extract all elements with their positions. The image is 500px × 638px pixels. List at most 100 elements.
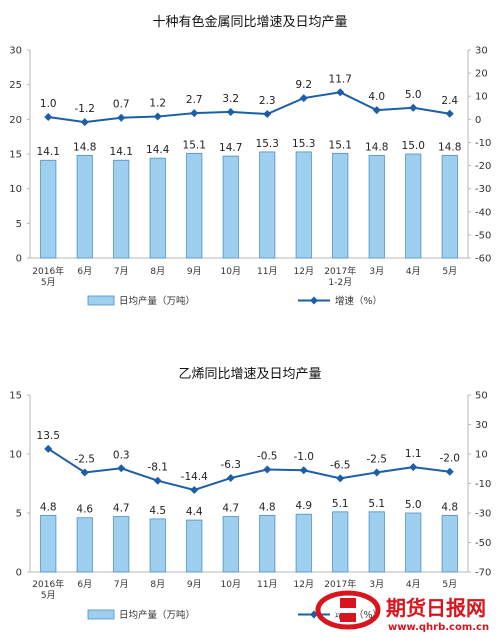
growth-point <box>409 103 418 112</box>
bar-value-label: 4.8 <box>259 501 276 513</box>
x-tick-label: 2017年 <box>324 578 356 590</box>
growth-point <box>409 463 418 472</box>
bar <box>368 511 385 573</box>
x-tick-label: 5月 <box>41 277 56 288</box>
right-tick-label: 20 <box>475 69 488 80</box>
right-tick-label: -60 <box>475 254 491 265</box>
right-tick-label: 10 <box>475 92 488 103</box>
watermark-emblem-icon <box>315 590 381 630</box>
bar-value-label: 14.7 <box>219 142 242 154</box>
legend-bar-label: 日均产量（万吨） <box>119 609 195 621</box>
right-tick-label: -70 <box>475 568 491 579</box>
bar <box>113 159 130 259</box>
growth-point <box>226 107 235 116</box>
growth-value-label: 11.7 <box>329 73 352 85</box>
bar-value-label: 14.8 <box>73 141 96 153</box>
bar <box>332 152 349 259</box>
bar-value-label: 15.0 <box>402 140 425 152</box>
left-tick-label: 10 <box>9 450 22 461</box>
growth-point <box>117 113 126 122</box>
bar-value-label: 14.1 <box>110 146 133 158</box>
legend-bar-swatch <box>87 295 115 306</box>
legend-bar-label: 日均产量（万吨） <box>119 295 195 307</box>
left-tick-label: 5 <box>16 219 22 230</box>
bar-value-label: 5.1 <box>368 498 385 510</box>
chart-title: 乙烯同比增速及日均产量 <box>178 367 321 382</box>
bar <box>186 152 203 259</box>
growth-point <box>336 88 345 97</box>
bar <box>222 155 239 259</box>
left-tick-label: 20 <box>9 115 22 126</box>
growth-value-label: 4.0 <box>368 91 385 103</box>
growth-value-label: 5.0 <box>405 89 422 101</box>
bar-value-label: 4.4 <box>186 506 203 518</box>
x-tick-label: 8月 <box>150 579 165 590</box>
growth-value-label: -2.5 <box>75 453 96 465</box>
bar-value-label: 4.6 <box>76 504 93 516</box>
left-tick-label: 0 <box>16 568 22 579</box>
growth-point <box>190 485 199 494</box>
growth-point <box>153 476 162 485</box>
left-tick-label: 15 <box>9 150 22 161</box>
growth-point <box>445 467 454 476</box>
growth-value-label: 2.3 <box>259 95 276 107</box>
x-tick-label: 7月 <box>114 266 129 277</box>
x-tick-label: 11月 <box>257 579 277 590</box>
x-tick-label: 5月 <box>442 579 457 590</box>
growth-value-label: 1.1 <box>405 448 422 460</box>
watermark-brand: 期货日报网 <box>386 596 486 620</box>
right-tick-label: 30 <box>475 420 488 431</box>
x-tick-label: 10月 <box>221 579 241 590</box>
bar <box>40 159 57 259</box>
x-tick-label: 2016年 <box>32 265 64 277</box>
left-tick-label: 30 <box>9 46 22 57</box>
growth-value-label: -1.2 <box>75 103 96 115</box>
growth-value-label: -0.5 <box>257 450 278 462</box>
bar <box>149 518 166 573</box>
x-tick-label: 5月 <box>41 590 56 601</box>
x-tick-label: 9月 <box>187 579 202 590</box>
right-tick-label: -10 <box>475 138 491 149</box>
x-tick-label: 2016年 <box>32 578 64 590</box>
bar-value-label: 4.8 <box>441 501 458 513</box>
bar <box>368 154 385 259</box>
bar-value-label: 15.3 <box>256 138 279 150</box>
x-tick-label: 1-2月 <box>328 277 352 288</box>
bar <box>149 157 166 259</box>
x-tick-label: 10月 <box>221 266 241 277</box>
growth-point <box>80 468 89 477</box>
growth-value-label: 0.3 <box>113 449 130 461</box>
right-tick-label: -50 <box>475 538 491 549</box>
x-tick-label: 4月 <box>406 266 421 277</box>
x-tick-label: 12月 <box>294 266 314 277</box>
bar <box>295 151 312 259</box>
growth-point <box>336 474 345 483</box>
watermark-logo: 期货日报网 www.qhrb.com.cn <box>315 590 489 633</box>
bar-value-label: 15.1 <box>329 139 352 151</box>
left-tick-label: 0 <box>16 254 22 265</box>
x-tick-label: 2017年 <box>324 265 356 277</box>
bar <box>441 154 458 259</box>
bar <box>40 514 57 573</box>
x-tick-label: 5月 <box>442 266 457 277</box>
growth-point <box>153 112 162 121</box>
growth-value-label: -6.3 <box>221 459 242 471</box>
x-tick-label: 8月 <box>150 266 165 277</box>
growth-point <box>226 474 235 483</box>
growth-value-label: -6.5 <box>330 459 351 471</box>
bar-value-label: 4.7 <box>222 503 239 515</box>
growth-value-label: 2.7 <box>186 94 203 106</box>
growth-value-label: 1.2 <box>149 98 166 110</box>
bar-value-label: 14.4 <box>146 144 170 156</box>
growth-value-label: 0.7 <box>113 99 130 111</box>
left-tick-label: 25 <box>9 80 22 91</box>
bar <box>405 512 422 573</box>
bar-value-label: 15.1 <box>183 139 206 151</box>
growth-value-label: 1.0 <box>40 98 57 110</box>
growth-point <box>44 444 53 453</box>
left-tick-label: 15 <box>9 391 22 402</box>
chart-nonferrous-metals: 十种有色金属同比增速及日均产量 0 5 10 15 20 25 30 -60 -50 -40 -30 -… <box>9 14 491 307</box>
growth-value-label: 3.2 <box>222 93 239 105</box>
right-tick-label: -40 <box>475 207 491 218</box>
x-tick-label: 3月 <box>369 579 384 590</box>
